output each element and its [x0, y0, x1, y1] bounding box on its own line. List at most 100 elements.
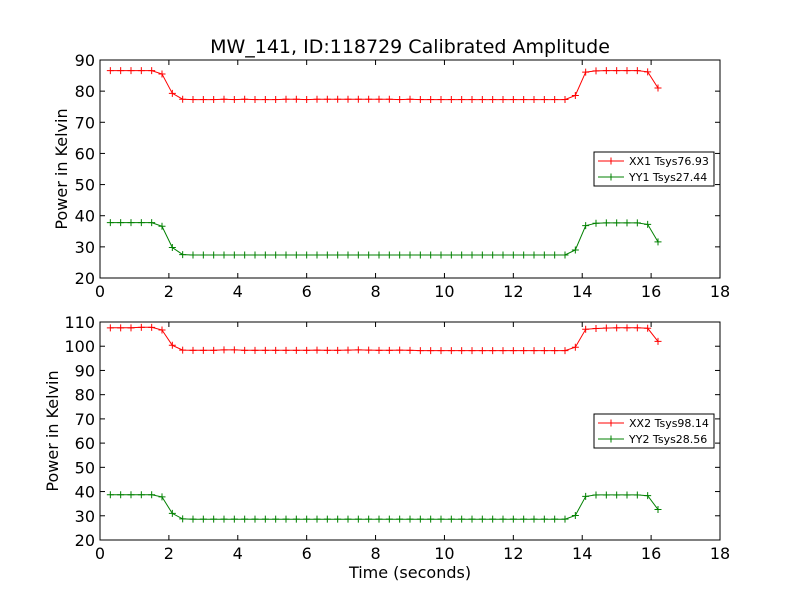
panel-bottom: 0 2 4 6 8 10 12 14 16 18 20 30 40 50 60 70 80 90 100 110 Pow…: [43, 313, 730, 563]
legend-label: YY2 Tsys28.56: [628, 433, 707, 446]
data-point: [354, 95, 362, 103]
x-tick-label: 6: [302, 282, 312, 301]
x-tick-label: 0: [95, 282, 105, 301]
data-point: [106, 324, 114, 332]
y-tick-label: 50: [75, 176, 95, 195]
x-tick-label: 4: [233, 282, 243, 301]
data-point: [654, 84, 662, 92]
data-point: [230, 346, 238, 354]
data-point: [127, 67, 135, 75]
data-point: [210, 251, 218, 259]
data-point: [137, 491, 145, 499]
y-tick-label: 90: [75, 51, 95, 70]
data-point: [623, 324, 631, 332]
legend-swatch-marker: [607, 157, 615, 165]
data-point: [344, 346, 352, 354]
data-point: [272, 515, 280, 523]
data-point: [168, 243, 176, 251]
data-point: [272, 346, 280, 354]
x-tick-label: 14: [572, 282, 592, 301]
data-point: [468, 251, 476, 259]
data-point: [375, 346, 383, 354]
data-point: [220, 346, 228, 354]
data-point: [334, 515, 342, 523]
data-point: [106, 491, 114, 499]
data-point: [406, 515, 414, 523]
x-tick-label: 2: [164, 282, 174, 301]
y-tick-label: 40: [75, 207, 95, 226]
legend: XX2 Tsys98.14 YY2 Tsys28.56: [593, 413, 715, 449]
y-tick-label: 80: [75, 82, 95, 101]
data-point: [334, 251, 342, 259]
data-point: [179, 346, 187, 354]
y-tick-label: 20: [75, 531, 95, 550]
data-point: [520, 96, 528, 104]
data-point: [478, 96, 486, 104]
data-point: [571, 512, 579, 520]
y-tick-label: 80: [75, 386, 95, 405]
legend-box: [593, 413, 715, 449]
data-point: [582, 325, 590, 333]
data-point: [168, 509, 176, 517]
data-point: [561, 251, 569, 259]
y-tick-label: 30: [75, 238, 95, 257]
data-point: [303, 346, 311, 354]
data-point: [365, 95, 373, 103]
data-point: [540, 347, 548, 355]
y-tick-label: 70: [75, 113, 95, 132]
x-tick-label: 18: [710, 544, 730, 563]
data-point: [230, 251, 238, 259]
data-point: [509, 251, 517, 259]
y-tick-label: 60: [75, 434, 95, 453]
data-point: [303, 515, 311, 523]
legend-label: XX2 Tsys98.14: [629, 417, 709, 430]
x-tick-label: 8: [370, 544, 380, 563]
x-tick-label: 2: [164, 544, 174, 563]
data-point: [344, 95, 352, 103]
data-point: [478, 251, 486, 259]
y-tick-label: 50: [75, 458, 95, 477]
data-point: [282, 346, 290, 354]
data-point: [437, 251, 445, 259]
x-tick-label: 10: [434, 544, 454, 563]
data-point: [354, 515, 362, 523]
data-point: [447, 96, 455, 104]
data-point: [158, 493, 166, 501]
data-point: [158, 222, 166, 230]
data-point: [344, 251, 352, 259]
data-point: [489, 347, 497, 355]
data-point: [582, 222, 590, 230]
data-point: [251, 251, 259, 259]
data-point: [220, 95, 228, 103]
data-point: [592, 67, 600, 75]
data-point: [334, 95, 342, 103]
data-point: [117, 67, 125, 75]
data-point: [406, 251, 414, 259]
data-point: [199, 346, 207, 354]
y-tick-label: 110: [64, 313, 95, 332]
data-point: [117, 324, 125, 332]
data-point: [613, 324, 621, 332]
data-point: [292, 346, 300, 354]
data-point: [571, 92, 579, 100]
data-point: [385, 251, 393, 259]
data-point: [385, 95, 393, 103]
x-tick-label: 0: [95, 544, 105, 563]
data-point: [220, 251, 228, 259]
data-point: [571, 343, 579, 351]
y-tick-label: 70: [75, 410, 95, 429]
data-point: [375, 95, 383, 103]
data-point: [530, 515, 538, 523]
data-point: [323, 95, 331, 103]
x-tick-label: 4: [233, 544, 243, 563]
x-tick-label: 18: [710, 282, 730, 301]
data-point: [592, 219, 600, 227]
legend-swatch-marker: [607, 173, 615, 181]
data-point: [654, 238, 662, 246]
data-point: [179, 95, 187, 103]
data-point: [354, 251, 362, 259]
data-point: [489, 251, 497, 259]
x-tick-label: 8: [370, 282, 380, 301]
legend-label: YY1 Tsys27.44: [628, 171, 707, 184]
data-point: [613, 67, 621, 75]
